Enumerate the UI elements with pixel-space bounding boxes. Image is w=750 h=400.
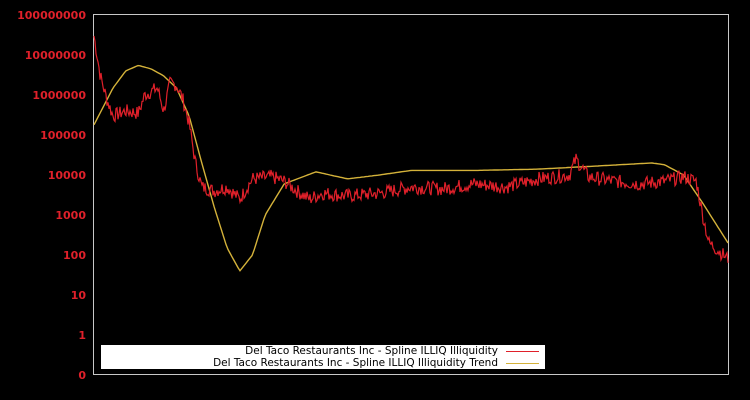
y-tick-label: 10 bbox=[71, 289, 87, 302]
y-tick-label: 100000 bbox=[40, 129, 86, 142]
legend-item-trend: Del Taco Restaurants Inc - Spline ILLIQ … bbox=[213, 357, 539, 369]
legend-swatch-icon bbox=[506, 350, 539, 352]
legend-swatch-icon bbox=[506, 362, 539, 364]
series-line-illiquidity bbox=[93, 35, 729, 263]
y-tick-label: 1 bbox=[78, 329, 86, 342]
y-tick-label: 10000000 bbox=[25, 49, 87, 62]
y-tick-label: 100000000 bbox=[17, 9, 86, 22]
y-tick-label: 0 bbox=[78, 369, 86, 382]
y-tick-label: 10000 bbox=[48, 169, 87, 182]
y-tick-label: 1000 bbox=[55, 209, 86, 222]
plot-frame bbox=[93, 14, 729, 375]
legend: Del Taco Restaurants Inc - Spline ILLIQ … bbox=[101, 345, 545, 369]
y-axis-ticks: 1000000001000000010000001000001000010001… bbox=[17, 9, 86, 382]
legend-item-illiquidity: Del Taco Restaurants Inc - Spline ILLIQ … bbox=[245, 345, 539, 357]
y-tick-label: 100 bbox=[63, 249, 86, 262]
legend-label: Del Taco Restaurants Inc - Spline ILLIQ … bbox=[245, 345, 498, 357]
legend-label: Del Taco Restaurants Inc - Spline ILLIQ … bbox=[213, 357, 498, 369]
series-line-trend bbox=[93, 64, 729, 272]
y-tick-label: 1000000 bbox=[32, 89, 86, 102]
